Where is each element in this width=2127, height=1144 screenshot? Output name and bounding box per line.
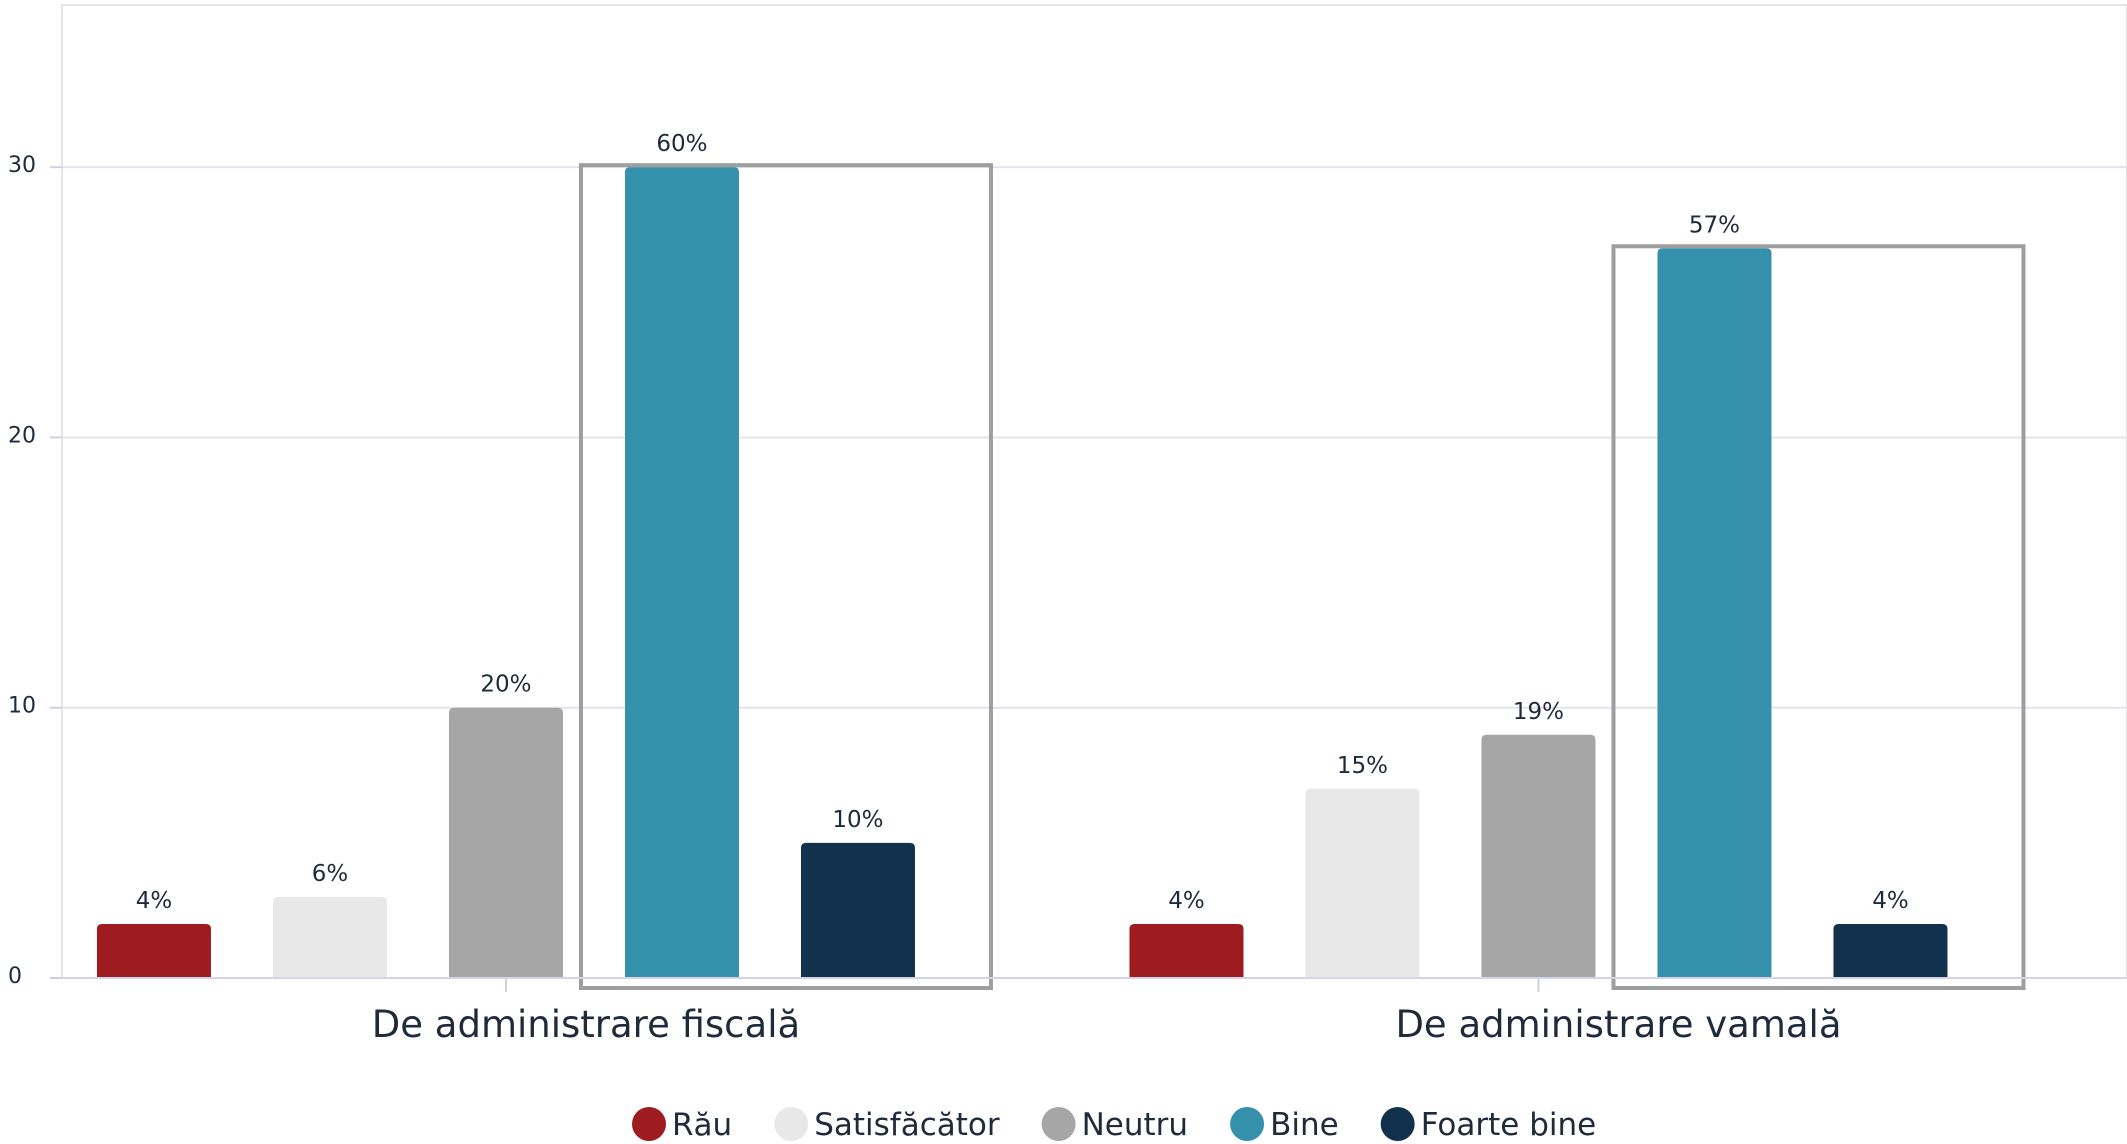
bar [1305, 788, 1420, 978]
data-label: 15% [1337, 753, 1388, 779]
legend-label: Satisfăcător [814, 1107, 1000, 1143]
data-label: 4% [136, 888, 173, 914]
legend-marker [774, 1107, 809, 1141]
y-tick-label: 30 [8, 153, 36, 178]
data-label: 4% [1168, 888, 1205, 914]
data-label: 6% [312, 861, 349, 887]
highlight-box [1611, 244, 2026, 990]
plot-frame [61, 4, 2127, 979]
bar [96, 923, 211, 978]
data-label: 19% [1513, 699, 1564, 725]
data-labels: 4% 6% 20% 60% 10% 4% 15% 19% 57% 4% [136, 131, 1909, 914]
bar [1481, 734, 1596, 978]
legend-marker [1230, 1107, 1265, 1141]
bar [1129, 923, 1244, 978]
highlight-boxes [578, 163, 2026, 990]
legend-marker [1041, 1107, 1076, 1141]
category-label: De administrare vamală [1395, 1003, 1841, 1046]
bars [96, 167, 1948, 978]
bar [1833, 923, 1948, 978]
data-label: 4% [1872, 888, 1909, 914]
bar [272, 896, 387, 978]
legend-label: Rău [672, 1107, 732, 1143]
legend-label: Foarte bine [1421, 1107, 1597, 1143]
bar [624, 167, 739, 978]
y-axis-ticks: 0 10 20 30 [8, 153, 36, 989]
category-label: De administrare fiscală [372, 1003, 800, 1046]
bar [1657, 248, 1772, 978]
legend-marker [632, 1107, 666, 1141]
legend-marker [1380, 1107, 1415, 1141]
highlight-box [578, 163, 993, 990]
data-label: 60% [656, 131, 707, 157]
grid-lines [50, 166, 2127, 992]
data-label: 20% [480, 672, 531, 698]
legend-label: Bine [1270, 1107, 1339, 1143]
y-tick-label: 20 [8, 423, 36, 448]
legend-label: Neutru [1082, 1107, 1188, 1143]
data-label: 57% [1689, 212, 1740, 238]
category-labels: De administrare fiscală De administrare v… [372, 1003, 1842, 1046]
bar [448, 707, 563, 978]
data-label: 10% [832, 807, 883, 833]
y-tick-label: 0 [8, 964, 22, 989]
legend: Rău Satisfăcător Neutru Bine Foarte bine [632, 1107, 1596, 1143]
y-tick-label: 10 [8, 694, 36, 719]
bar [800, 842, 915, 978]
